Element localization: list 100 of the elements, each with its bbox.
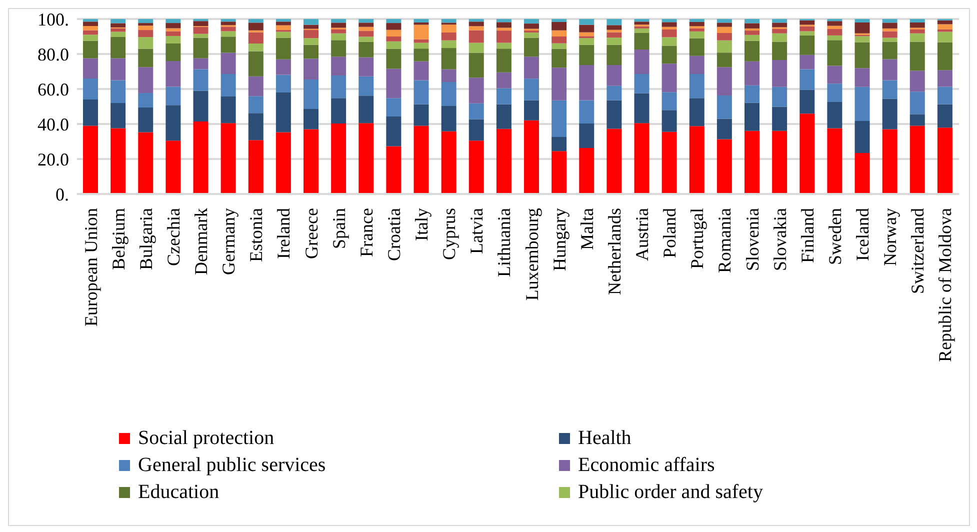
bar — [882, 19, 898, 23]
bar — [716, 118, 732, 140]
bar — [248, 44, 264, 52]
bar — [358, 22, 374, 27]
bar — [606, 44, 622, 66]
bar — [910, 33, 925, 42]
bar — [441, 106, 456, 132]
bar — [716, 139, 732, 194]
legend-label: Economic affairs — [578, 454, 715, 477]
bar — [579, 65, 594, 100]
bar — [716, 95, 732, 119]
bar — [468, 30, 484, 43]
bar — [716, 22, 732, 27]
bar — [193, 21, 208, 26]
x-tick-label: Ireland — [274, 208, 294, 259]
x-tick-label: Slovenia — [742, 208, 762, 271]
bar — [524, 24, 539, 29]
bar — [882, 31, 898, 38]
bar — [662, 37, 677, 46]
x-tick-label: Sweden — [824, 208, 845, 265]
bar — [358, 19, 374, 23]
y-tick-label: 0. — [56, 184, 69, 204]
bar — [468, 103, 484, 120]
bar — [689, 31, 704, 38]
bar — [110, 23, 126, 28]
bar — [331, 19, 346, 23]
bar — [606, 100, 622, 129]
bar — [110, 58, 126, 80]
bar — [358, 96, 374, 124]
bar — [386, 48, 402, 69]
bar — [331, 98, 346, 124]
bar — [166, 23, 181, 28]
bar — [304, 19, 318, 25]
bar — [579, 100, 594, 124]
bar — [83, 26, 98, 30]
bar — [248, 113, 264, 140]
bar — [358, 26, 374, 31]
bar — [606, 65, 622, 86]
bar — [276, 74, 291, 92]
x-tick-label: European Union — [80, 208, 101, 326]
bar — [772, 42, 788, 60]
bar — [414, 42, 429, 49]
bar — [937, 20, 952, 24]
bar — [827, 66, 842, 84]
bar — [331, 33, 346, 40]
bar — [552, 43, 567, 49]
bar — [937, 42, 952, 70]
bar — [193, 58, 208, 70]
bar — [110, 28, 126, 32]
bar — [166, 86, 181, 106]
bar — [827, 21, 842, 26]
bar — [166, 140, 181, 194]
x-tick-label: Czechia — [163, 208, 184, 266]
bar — [138, 93, 154, 108]
bar — [662, 92, 677, 110]
bar — [910, 30, 925, 34]
bar — [606, 19, 622, 26]
x-tick-label: Austria — [632, 208, 652, 261]
bar — [138, 37, 154, 49]
bar — [579, 148, 594, 194]
bar — [662, 132, 677, 194]
bar — [634, 74, 650, 94]
bar — [744, 23, 760, 28]
bar — [110, 80, 126, 103]
bar — [552, 151, 567, 194]
bar — [552, 48, 567, 68]
bar — [110, 128, 126, 194]
bar — [882, 28, 898, 32]
bar — [800, 20, 815, 25]
bar — [827, 28, 842, 36]
bar — [220, 52, 236, 74]
bar — [441, 48, 456, 70]
x-tick-label: Croatia — [384, 208, 404, 261]
bar — [220, 19, 236, 22]
bar — [358, 76, 374, 96]
bar — [634, 93, 650, 124]
bar — [468, 119, 484, 141]
bar — [331, 22, 346, 28]
x-tick-label: Denmark — [191, 208, 212, 275]
x-tick-label: Iceland — [852, 208, 873, 261]
bar — [331, 123, 346, 194]
bar — [606, 128, 622, 194]
bar — [772, 86, 788, 107]
bar — [220, 26, 236, 32]
bar — [110, 37, 126, 58]
bar — [716, 19, 732, 23]
x-tick-label: France — [356, 208, 376, 257]
bar — [386, 41, 402, 49]
bar — [800, 54, 815, 70]
bar — [248, 140, 264, 194]
bar — [716, 40, 732, 53]
x-tick-label: Italy — [412, 208, 432, 241]
x-tick-label: Norway — [880, 208, 900, 266]
bar — [304, 108, 318, 130]
bar — [689, 38, 704, 56]
bar — [331, 56, 346, 76]
bar — [634, 33, 650, 50]
bar — [304, 58, 318, 80]
bar — [414, 126, 429, 194]
bar — [110, 103, 126, 128]
